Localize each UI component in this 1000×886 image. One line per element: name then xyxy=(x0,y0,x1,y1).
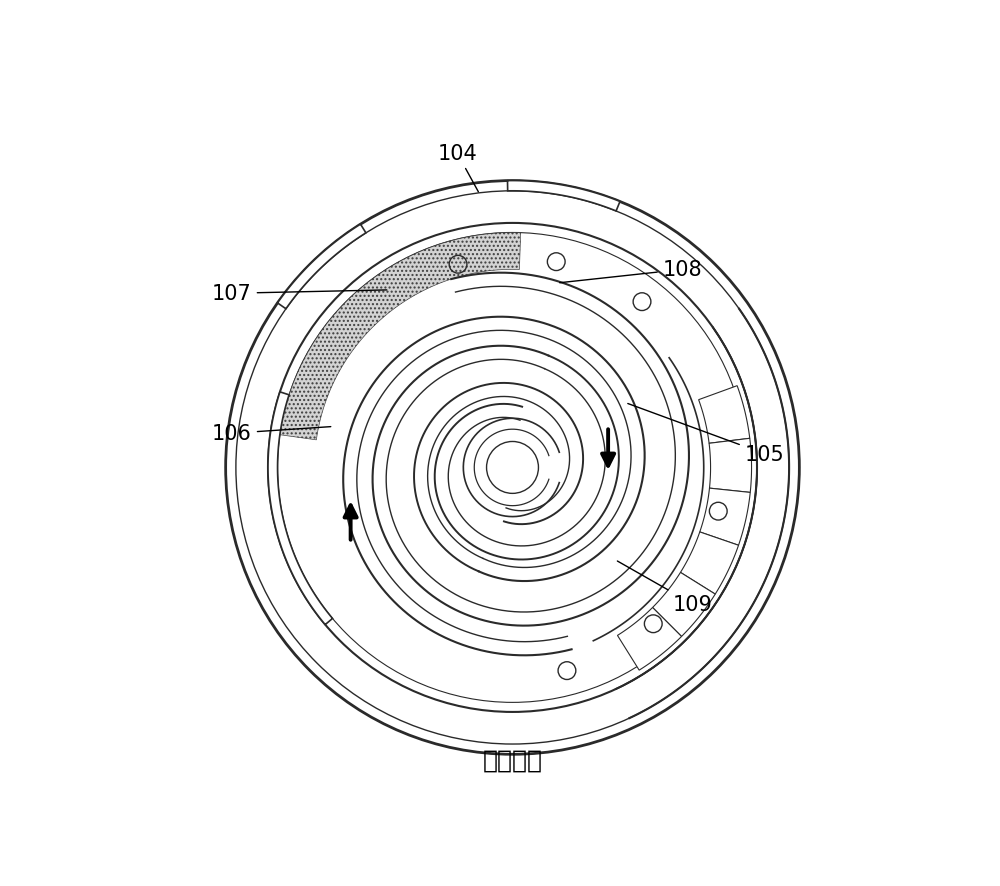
Text: 104: 104 xyxy=(437,144,478,192)
Polygon shape xyxy=(268,392,333,625)
Text: 106: 106 xyxy=(212,424,331,444)
Text: 108: 108 xyxy=(560,260,702,284)
Text: 109: 109 xyxy=(617,562,713,614)
Polygon shape xyxy=(699,386,750,444)
Polygon shape xyxy=(278,225,366,309)
Text: 107: 107 xyxy=(212,284,387,304)
Text: 105: 105 xyxy=(628,404,784,464)
Polygon shape xyxy=(709,439,752,493)
Polygon shape xyxy=(653,572,715,637)
Text: 吸气过程: 吸气过程 xyxy=(482,748,542,772)
Polygon shape xyxy=(680,532,739,595)
Polygon shape xyxy=(700,488,750,546)
Polygon shape xyxy=(507,182,620,212)
Polygon shape xyxy=(280,233,521,440)
Polygon shape xyxy=(617,608,682,671)
